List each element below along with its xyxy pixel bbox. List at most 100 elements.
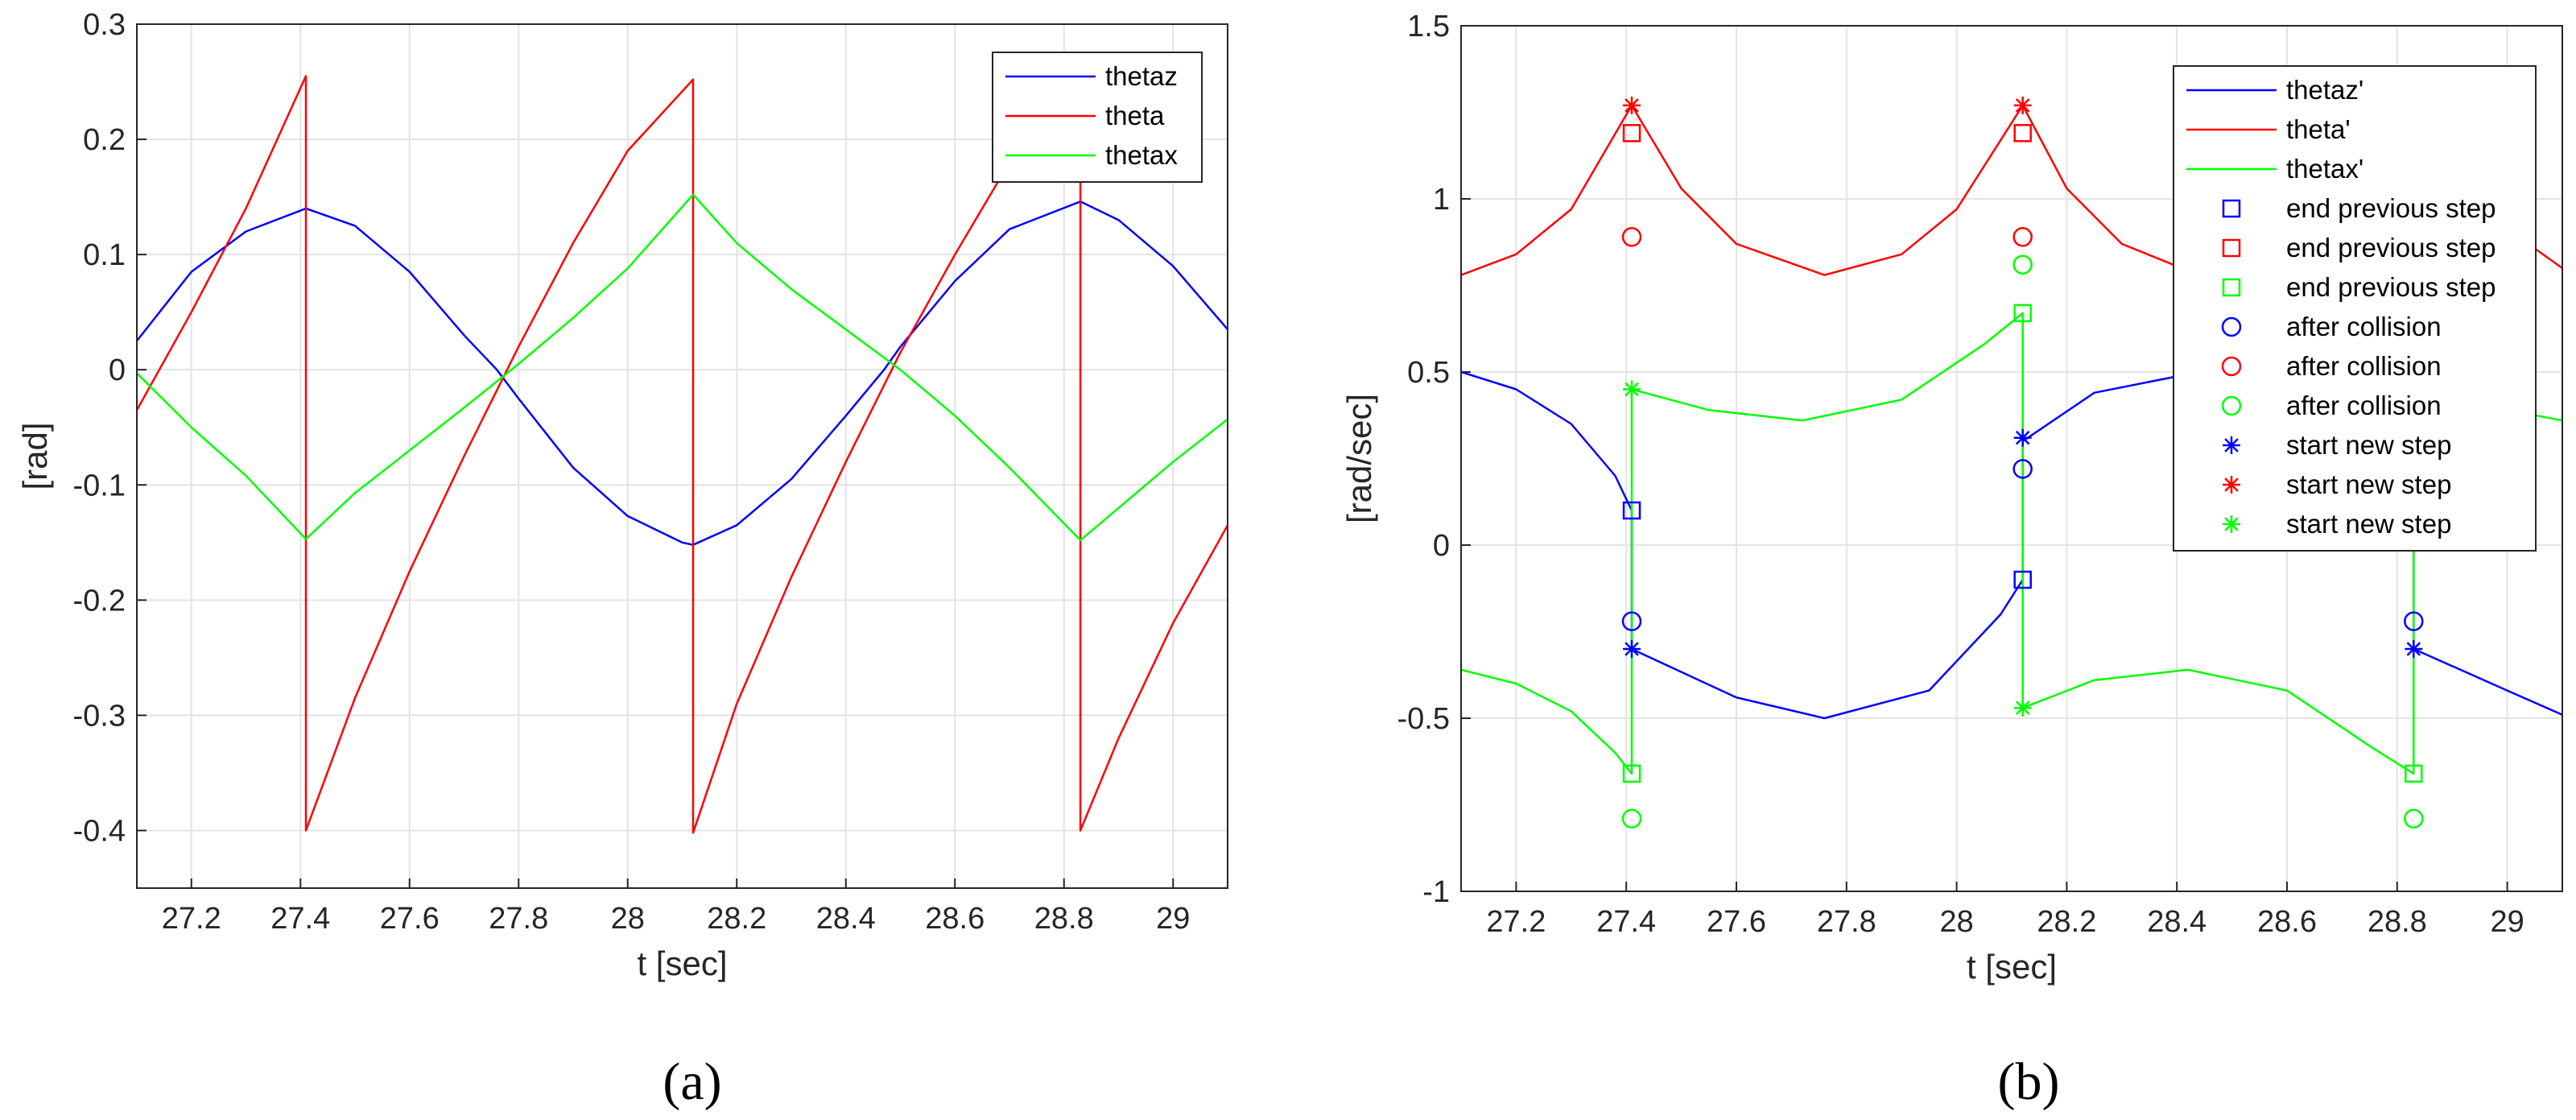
series-1 — [137, 75, 1228, 834]
x-tick-label: 29 — [1156, 902, 1190, 936]
x-tick-label: 27.2 — [162, 902, 221, 936]
data-point-square — [1622, 124, 1641, 143]
data-point-circle — [2013, 254, 2033, 275]
x-tick-label: 27.6 — [1707, 905, 1766, 939]
data-point-star — [2013, 96, 2032, 114]
x-tick-label: 27.4 — [270, 902, 330, 936]
data-point-circle — [2404, 611, 2424, 631]
series-0 — [137, 200, 1228, 546]
legend-swatch-circle — [2221, 395, 2242, 416]
data-point-star — [2405, 640, 2423, 658]
x-tick-label: 29 — [2490, 905, 2524, 939]
y-tick-label: -1 — [1422, 875, 1450, 909]
legend-swatch-star — [2223, 476, 2240, 494]
y-tick-label: 0.3 — [83, 8, 126, 42]
legend-entry: after collision — [2286, 391, 2442, 420]
data-point-square — [2013, 570, 2032, 589]
data-layer — [137, 75, 1228, 834]
data-point-star — [2013, 428, 2032, 447]
legend-swatch-star — [2223, 515, 2240, 533]
y-tick-label: -0.3 — [73, 699, 126, 733]
x-tick-label: 28.4 — [2147, 905, 2207, 939]
series-line — [137, 200, 1228, 546]
y-tick-label: -0.4 — [73, 814, 126, 848]
x-tick-label: 27.4 — [1596, 905, 1656, 939]
legend-entry: thetax' — [2286, 154, 2363, 184]
legend-entry: start new step — [2286, 509, 2451, 539]
x-axis-label: t [sec] — [1967, 948, 2057, 986]
legend-swatch-star — [2223, 436, 2240, 454]
y-tick-label: 1 — [1433, 183, 1450, 217]
legend-swatch-circle — [2221, 316, 2242, 337]
legend-box — [992, 52, 1203, 183]
x-tick-label: 27.6 — [380, 902, 440, 936]
chart-b: 27.2 27.4 27.6 27.8 28 28.2 28.4 28.6 28.8 29 1.5 1… — [1340, 10, 2563, 986]
data-point-square — [1622, 501, 1641, 520]
data-point-square — [2013, 304, 2032, 323]
legend-entry: end previous step — [2286, 233, 2496, 262]
data-point-circle — [2013, 227, 2033, 247]
data-point-star — [1623, 380, 1641, 399]
legend-entry: thetaz — [1105, 61, 1178, 91]
series-line — [137, 193, 1228, 542]
series-9 — [1623, 428, 2423, 658]
x-tick-label: 28.4 — [816, 902, 876, 936]
x-tick-label: 28 — [611, 902, 645, 936]
legend-box — [2173, 65, 2537, 552]
axes-box — [136, 23, 1228, 889]
legend-entry: start new step — [2286, 430, 2451, 460]
x-tick-label: 28.8 — [1034, 902, 1094, 936]
y-tick-label: -0.1 — [73, 469, 126, 502]
data-point-circle — [1621, 611, 1642, 631]
x-tick-label: 28.2 — [707, 902, 766, 936]
series-5 — [1622, 304, 2423, 783]
data-point-star — [1623, 96, 1641, 114]
axes-box — [1460, 25, 2563, 892]
data-point-square — [2013, 124, 2032, 143]
caption-a: (a) — [663, 1052, 721, 1111]
y-axis-label: [rad/sec] — [1340, 394, 1378, 523]
series-8 — [1621, 254, 2424, 829]
legend-entry: thetaz' — [2286, 75, 2363, 105]
y-tick-label: 0 — [1433, 529, 1450, 563]
x-tick-label: 28 — [1939, 905, 1973, 939]
x-tick-label: 27.8 — [1817, 905, 1876, 939]
legend-entry: end previous step — [2286, 193, 2496, 223]
data-point-square — [1622, 764, 1641, 783]
y-tick-label: 0.2 — [83, 123, 126, 157]
data-point-star — [2013, 699, 2032, 717]
y-tick-label: -0.5 — [1397, 702, 1450, 736]
y-tick-label: 0.5 — [1407, 356, 1450, 390]
series-line — [137, 75, 1228, 834]
legend-entry: thetax — [1105, 140, 1178, 170]
legend-entry: start new step — [2286, 469, 2451, 499]
legend-entry: theta — [1105, 101, 1165, 130]
data-point-square — [2405, 764, 2423, 783]
legend-entry: after collision — [2286, 351, 2442, 381]
x-axis-label: t [sec] — [637, 944, 727, 982]
y-tick-label: 0.1 — [83, 238, 126, 272]
legend: thetaz theta thetax — [992, 52, 1203, 183]
y-tick-label: -0.2 — [73, 584, 126, 618]
legend-swatch-circle — [2221, 356, 2242, 377]
y-tick-label: 1.5 — [1407, 10, 1450, 43]
legend: thetaz' theta' thetax' end previous step end… — [2173, 65, 2537, 552]
data-point-circle — [1621, 808, 1642, 829]
caption-b: (b) — [1998, 1052, 2060, 1111]
y-tick-label: 0 — [109, 353, 126, 387]
legend-entry: after collision — [2286, 312, 2442, 341]
legend-entry: end previous step — [2286, 272, 2496, 302]
x-tick-label: 28.6 — [2257, 905, 2317, 939]
legend-swatch-square — [2222, 199, 2241, 218]
data-point-circle — [1621, 227, 1642, 247]
x-tick-label: 28.8 — [2368, 905, 2427, 939]
x-tick-label: 28.6 — [925, 902, 985, 936]
data-point-circle — [2013, 459, 2033, 479]
legend-swatch-square — [2222, 238, 2241, 258]
data-point-star — [1623, 640, 1641, 658]
series-2 — [137, 193, 1228, 542]
x-tick-label: 27.2 — [1486, 905, 1546, 939]
y-axis-label: [rad] — [16, 422, 54, 490]
x-tick-label: 27.8 — [489, 902, 548, 936]
